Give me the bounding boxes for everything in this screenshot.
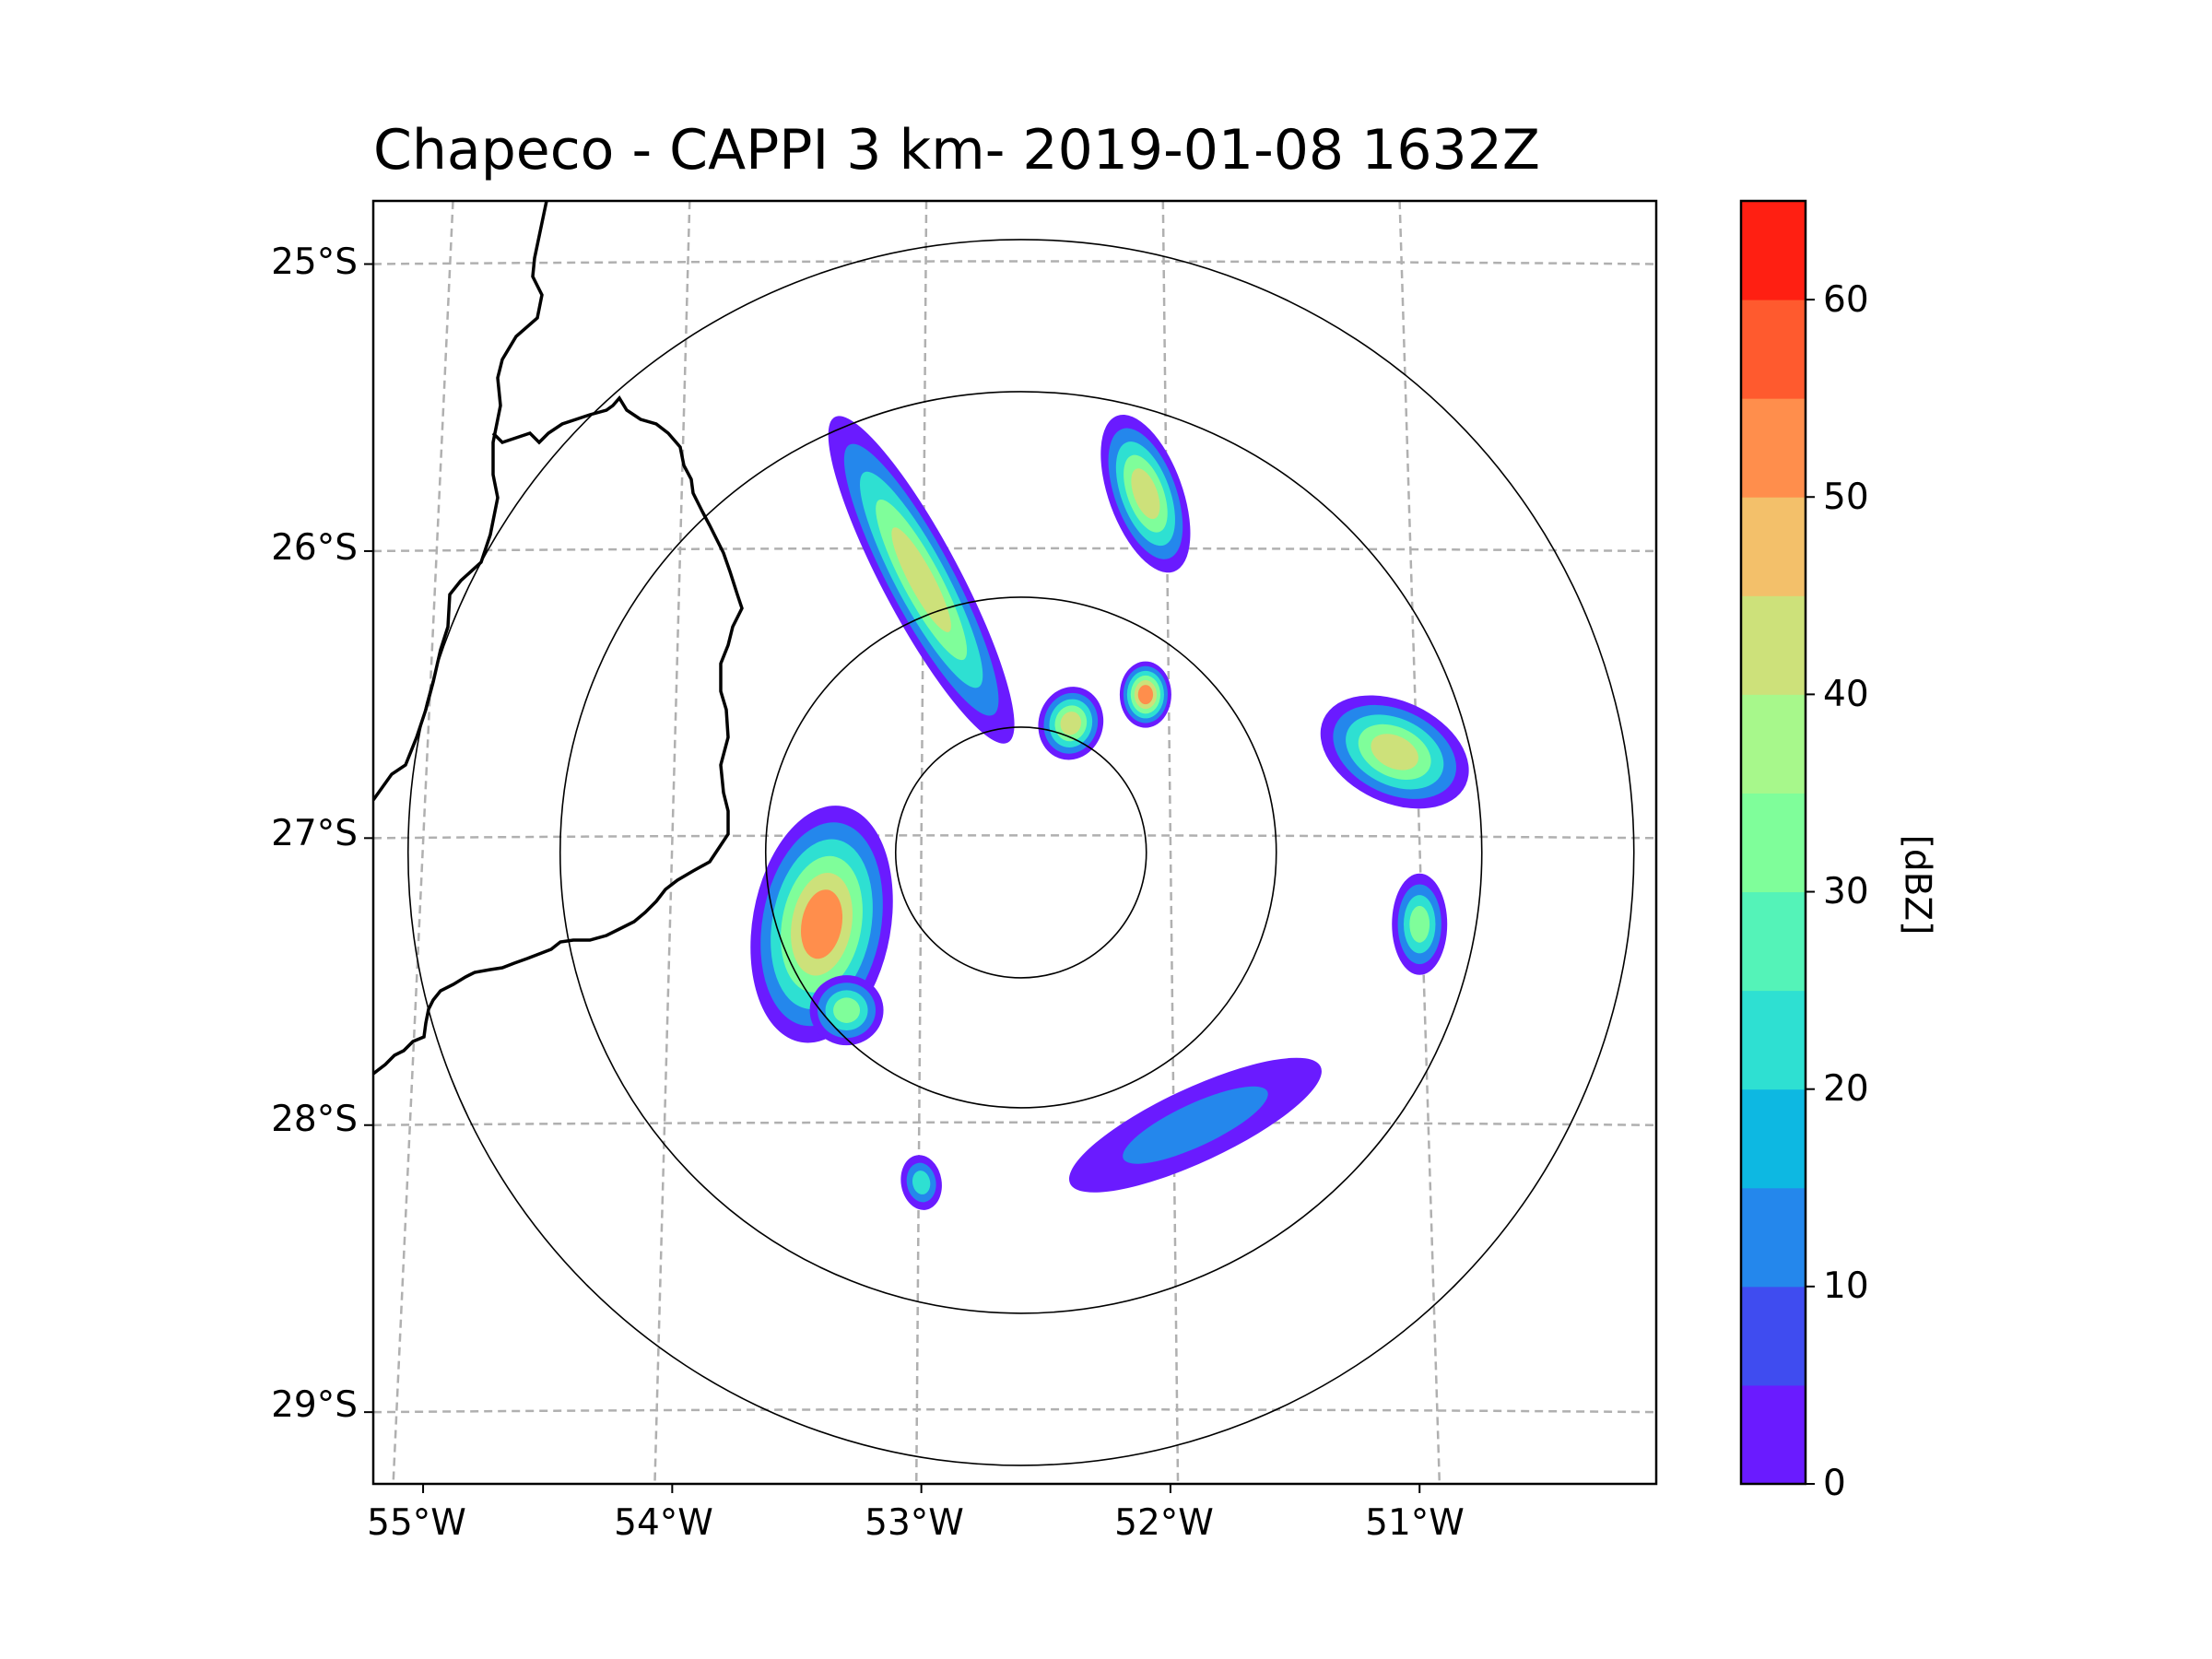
river-border bbox=[373, 395, 744, 1076]
colorbar-bin bbox=[1741, 1088, 1806, 1189]
colorbar-label-30: 30 bbox=[1823, 871, 1869, 912]
lat-gridline bbox=[373, 1121, 1656, 1126]
lat-label-25s: 25°S bbox=[271, 241, 358, 283]
range-ring bbox=[894, 726, 1147, 979]
echo-layer bbox=[891, 527, 951, 632]
colorbar-bin bbox=[1741, 1286, 1806, 1386]
gridlines bbox=[373, 201, 1656, 1484]
lat-gridline bbox=[373, 260, 1656, 265]
colorbar-bin bbox=[1741, 1187, 1806, 1288]
lon-label-54w: 54°W bbox=[614, 1502, 713, 1544]
echo-layer bbox=[912, 1171, 931, 1194]
lon-label-52w: 52°W bbox=[1114, 1502, 1214, 1544]
colorbar-label-10: 10 bbox=[1823, 1265, 1869, 1307]
echo-layer bbox=[1131, 468, 1160, 520]
colorbar-title: [dBZ] bbox=[1896, 834, 1938, 935]
colorbar-bin bbox=[1741, 201, 1806, 300]
echo-cell-northeast-line bbox=[1100, 414, 1191, 573]
chart-title: Chapeco - CAPPI 3 km- 2019-01-08 1632Z bbox=[373, 118, 1540, 182]
colorbar-ticks bbox=[1806, 299, 1815, 1485]
country-border bbox=[373, 201, 548, 802]
echo-cell-far-east-cells bbox=[1392, 873, 1448, 975]
lon-gridline bbox=[1398, 201, 1441, 1484]
lat-label-29s: 29°S bbox=[271, 1384, 358, 1426]
colorbar-bin bbox=[1741, 497, 1806, 596]
echo-layer bbox=[1060, 712, 1082, 735]
range-ring bbox=[764, 596, 1277, 1109]
echo-cell-main-line bbox=[828, 416, 1015, 744]
echo-cell-central-north-cell bbox=[1119, 661, 1171, 728]
colorbar-label-60: 60 bbox=[1823, 279, 1869, 321]
echo-cell-southeast-band bbox=[1068, 1057, 1322, 1193]
lat-gridline bbox=[373, 834, 1656, 840]
lon-label-53w: 53°W bbox=[865, 1502, 964, 1544]
echo-layer bbox=[800, 889, 843, 959]
lon-ticks bbox=[422, 1484, 1421, 1493]
lon-gridline bbox=[1161, 201, 1180, 1484]
colorbar-bin bbox=[1741, 891, 1806, 992]
colorbar-bin bbox=[1741, 990, 1806, 1090]
lon-gridline bbox=[653, 201, 691, 1484]
colorbar-label-40: 40 bbox=[1823, 674, 1869, 715]
map-frame bbox=[371, 199, 1658, 1486]
lat-label-26s: 26°S bbox=[271, 527, 358, 569]
echo-cell-south-cell bbox=[900, 1155, 942, 1210]
map-area bbox=[373, 201, 1656, 1484]
echo-layer bbox=[1123, 1086, 1268, 1164]
colorbar-bin bbox=[1741, 793, 1806, 893]
colorbar-bin bbox=[1741, 398, 1806, 498]
colorbar-bin bbox=[1741, 694, 1806, 794]
lat-gridline bbox=[373, 547, 1656, 553]
range-rings bbox=[406, 239, 1635, 1466]
colorbar-bin bbox=[1741, 595, 1806, 695]
colorbar-label-50: 50 bbox=[1823, 477, 1869, 518]
lon-gridline bbox=[914, 201, 928, 1484]
colorbar-frame bbox=[1739, 199, 1807, 1486]
lat-label-28s: 28°S bbox=[271, 1099, 358, 1140]
echo-cell-east-cluster bbox=[1320, 695, 1469, 809]
range-ring bbox=[559, 391, 1483, 1314]
echo-layer bbox=[1409, 905, 1430, 943]
echo-layer bbox=[833, 997, 861, 1023]
echo-cell-central-cell bbox=[1038, 687, 1104, 760]
range-ring bbox=[406, 239, 1635, 1466]
lon-gridline bbox=[392, 201, 454, 1484]
lat-ticks bbox=[364, 263, 373, 1414]
radar-echoes bbox=[750, 414, 1469, 1210]
colorbar-label-20: 20 bbox=[1823, 1068, 1869, 1110]
colorbar-bin bbox=[1741, 1384, 1806, 1485]
colorbar-label-0: 0 bbox=[1823, 1463, 1846, 1504]
lon-label-51w: 51°W bbox=[1365, 1502, 1465, 1544]
echo-layer bbox=[1137, 685, 1154, 705]
lat-gridline bbox=[373, 1407, 1656, 1414]
lat-label-27s: 27°S bbox=[271, 813, 358, 854]
colorbar bbox=[1741, 201, 1806, 1485]
lon-label-55w: 55°W bbox=[367, 1502, 466, 1544]
echo-layer bbox=[1371, 734, 1418, 771]
colorbar-bin bbox=[1741, 300, 1806, 399]
